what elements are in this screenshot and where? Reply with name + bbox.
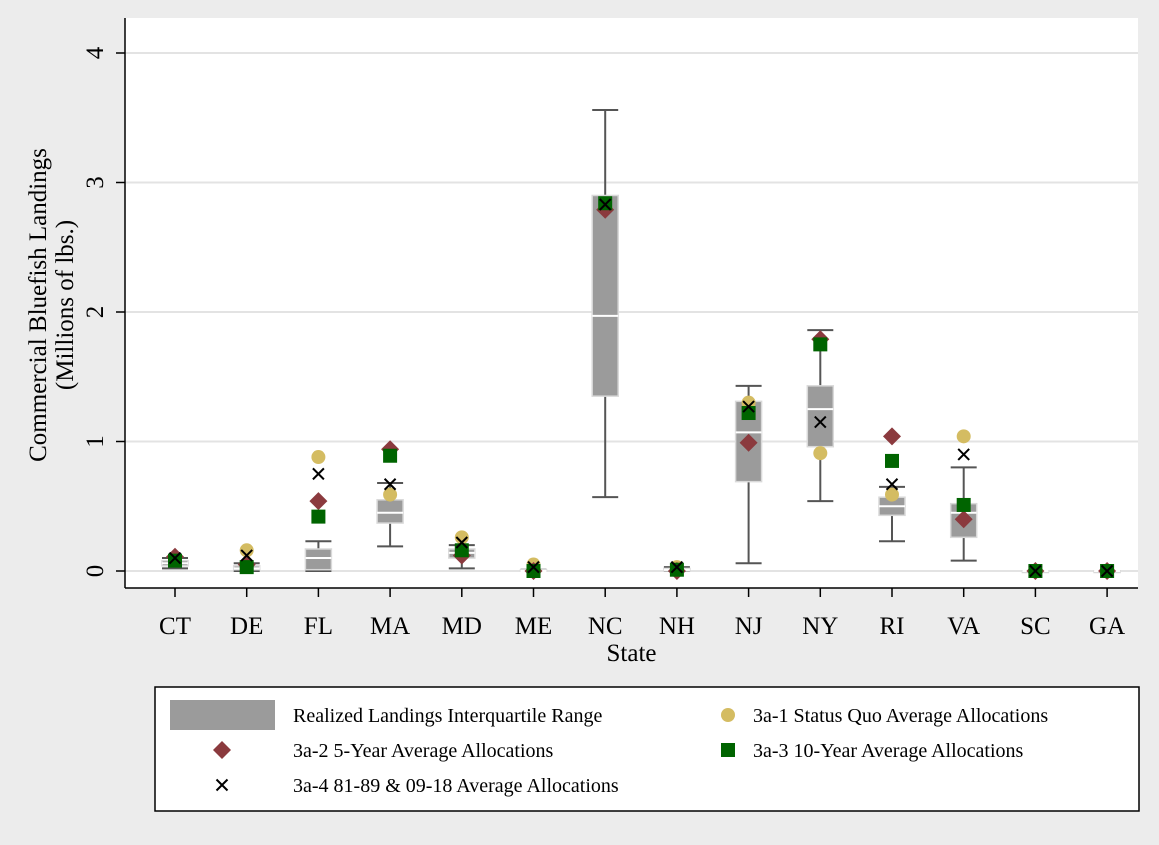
x-tick-label: MD [442, 613, 482, 640]
y-axis-title-line1: Commercial Bluefish Landings [25, 148, 52, 462]
legend-label: 3a-1 Status Quo Average Allocations [753, 705, 1048, 727]
square-marker-md [454, 543, 469, 558]
iqr-box [304, 548, 333, 571]
circle-marker-ma [383, 487, 398, 502]
iqr-box [591, 194, 619, 397]
square-marker-ma [383, 448, 398, 463]
legend-key-box [170, 700, 275, 730]
legend-key-circle [721, 708, 735, 722]
y-tick-label: 0 [82, 565, 109, 578]
x-marker-me [527, 560, 540, 574]
square-marker-ri [885, 453, 899, 468]
circle-marker-ny [813, 446, 828, 461]
legend-label: Realized Landings Interquartile Range [293, 705, 602, 727]
square-marker-ct [168, 553, 182, 568]
x-marker-nh [670, 560, 684, 574]
x-tick-label: RI [880, 613, 905, 640]
x-marker-nj [742, 400, 755, 413]
plot-background [125, 18, 1138, 588]
legend-item: 3a-1 Status Quo Average Allocations [721, 705, 1048, 727]
x-tick-label: NH [659, 613, 695, 640]
legend-label: 3a-4 81-89 & 09-18 Average Allocations [293, 775, 619, 797]
circle-marker-fl [311, 450, 326, 465]
square-marker-ny [813, 337, 828, 352]
square-marker-nj [741, 406, 756, 421]
diamond-marker-fl [309, 492, 328, 511]
x-tick-label: NJ [735, 613, 763, 640]
square-marker-de [239, 560, 254, 575]
plot-area [125, 18, 1138, 588]
x-tick-label: DE [230, 613, 263, 640]
x-marker-ny [814, 415, 827, 429]
x-tick-label: SC [1020, 613, 1051, 640]
y-tick-label: 4 [82, 46, 109, 59]
axes: 0 1 2 3 4 CT DE FL MA MD ME NC NH NJ NY RI VA SC GA State Co… [25, 18, 1138, 667]
circle-marker-va [956, 429, 971, 444]
legend-box [154, 686, 1140, 812]
square-marker-nh [669, 562, 684, 577]
square-marker-fl [311, 509, 326, 524]
x-marker-va [957, 448, 970, 461]
diamond-marker-va [954, 510, 973, 529]
diamond-marker-nj [739, 433, 758, 452]
x-tick-label: MA [370, 613, 410, 640]
legend-label: 3a-3 10-Year Average Allocations [753, 740, 1024, 762]
x-tick-label: FL [304, 613, 333, 640]
x-tick-label: ME [515, 613, 553, 640]
y-tick-label: 1 [82, 435, 109, 448]
y-tick-label: 2 [82, 306, 109, 319]
x-marker-sc [1029, 564, 1042, 578]
circle-marker-de [239, 543, 254, 558]
legend-item: 3a-3 10-Year Average Allocations [721, 740, 1024, 762]
x-marker-ri [885, 478, 899, 491]
legend-key-x [215, 778, 229, 792]
x-marker-md [455, 536, 469, 549]
circle-marker-md [454, 530, 469, 545]
x-tick-label: NY [802, 613, 838, 640]
circle-marker-ri [885, 487, 899, 502]
legend-key-diamond [213, 741, 231, 759]
iqr-box [806, 385, 835, 448]
x-marker-ma [383, 478, 397, 491]
x-marker-fl [312, 467, 325, 481]
legend-label: 3a-2 5-Year Average Allocations [293, 740, 554, 762]
legend: Realized Landings Interquartile Range 3a-… [154, 686, 1140, 812]
diamond-marker-ri [883, 427, 901, 446]
x-marker-ga [1100, 564, 1114, 578]
square-marker-va [956, 497, 971, 512]
iqr-box [376, 499, 404, 524]
x-tick-label: NC [588, 613, 623, 640]
box-nc [591, 108, 619, 499]
x-marker-de [240, 549, 253, 562]
legend-key-square [721, 743, 735, 757]
x-axis-title: State [607, 640, 657, 667]
y-tick-label: 3 [82, 176, 109, 189]
legend-item: 3a-4 81-89 & 09-18 Average Allocations [215, 775, 619, 797]
y-axis-title-line2: (Millions of lbs.) [52, 220, 79, 390]
x-tick-label: VA [947, 613, 980, 640]
series-x [168, 198, 1114, 578]
x-marker-nc [598, 198, 612, 211]
square-marker-me [526, 564, 541, 578]
legend-item: Realized Landings Interquartile Range [170, 700, 602, 730]
x-tick-label: CT [159, 613, 191, 640]
box-ny [806, 329, 835, 503]
box-fl [304, 540, 333, 572]
x-tick-label: GA [1089, 613, 1125, 640]
x-marker-ct [168, 551, 182, 565]
legend-item: 3a-2 5-Year Average Allocations [213, 740, 554, 762]
